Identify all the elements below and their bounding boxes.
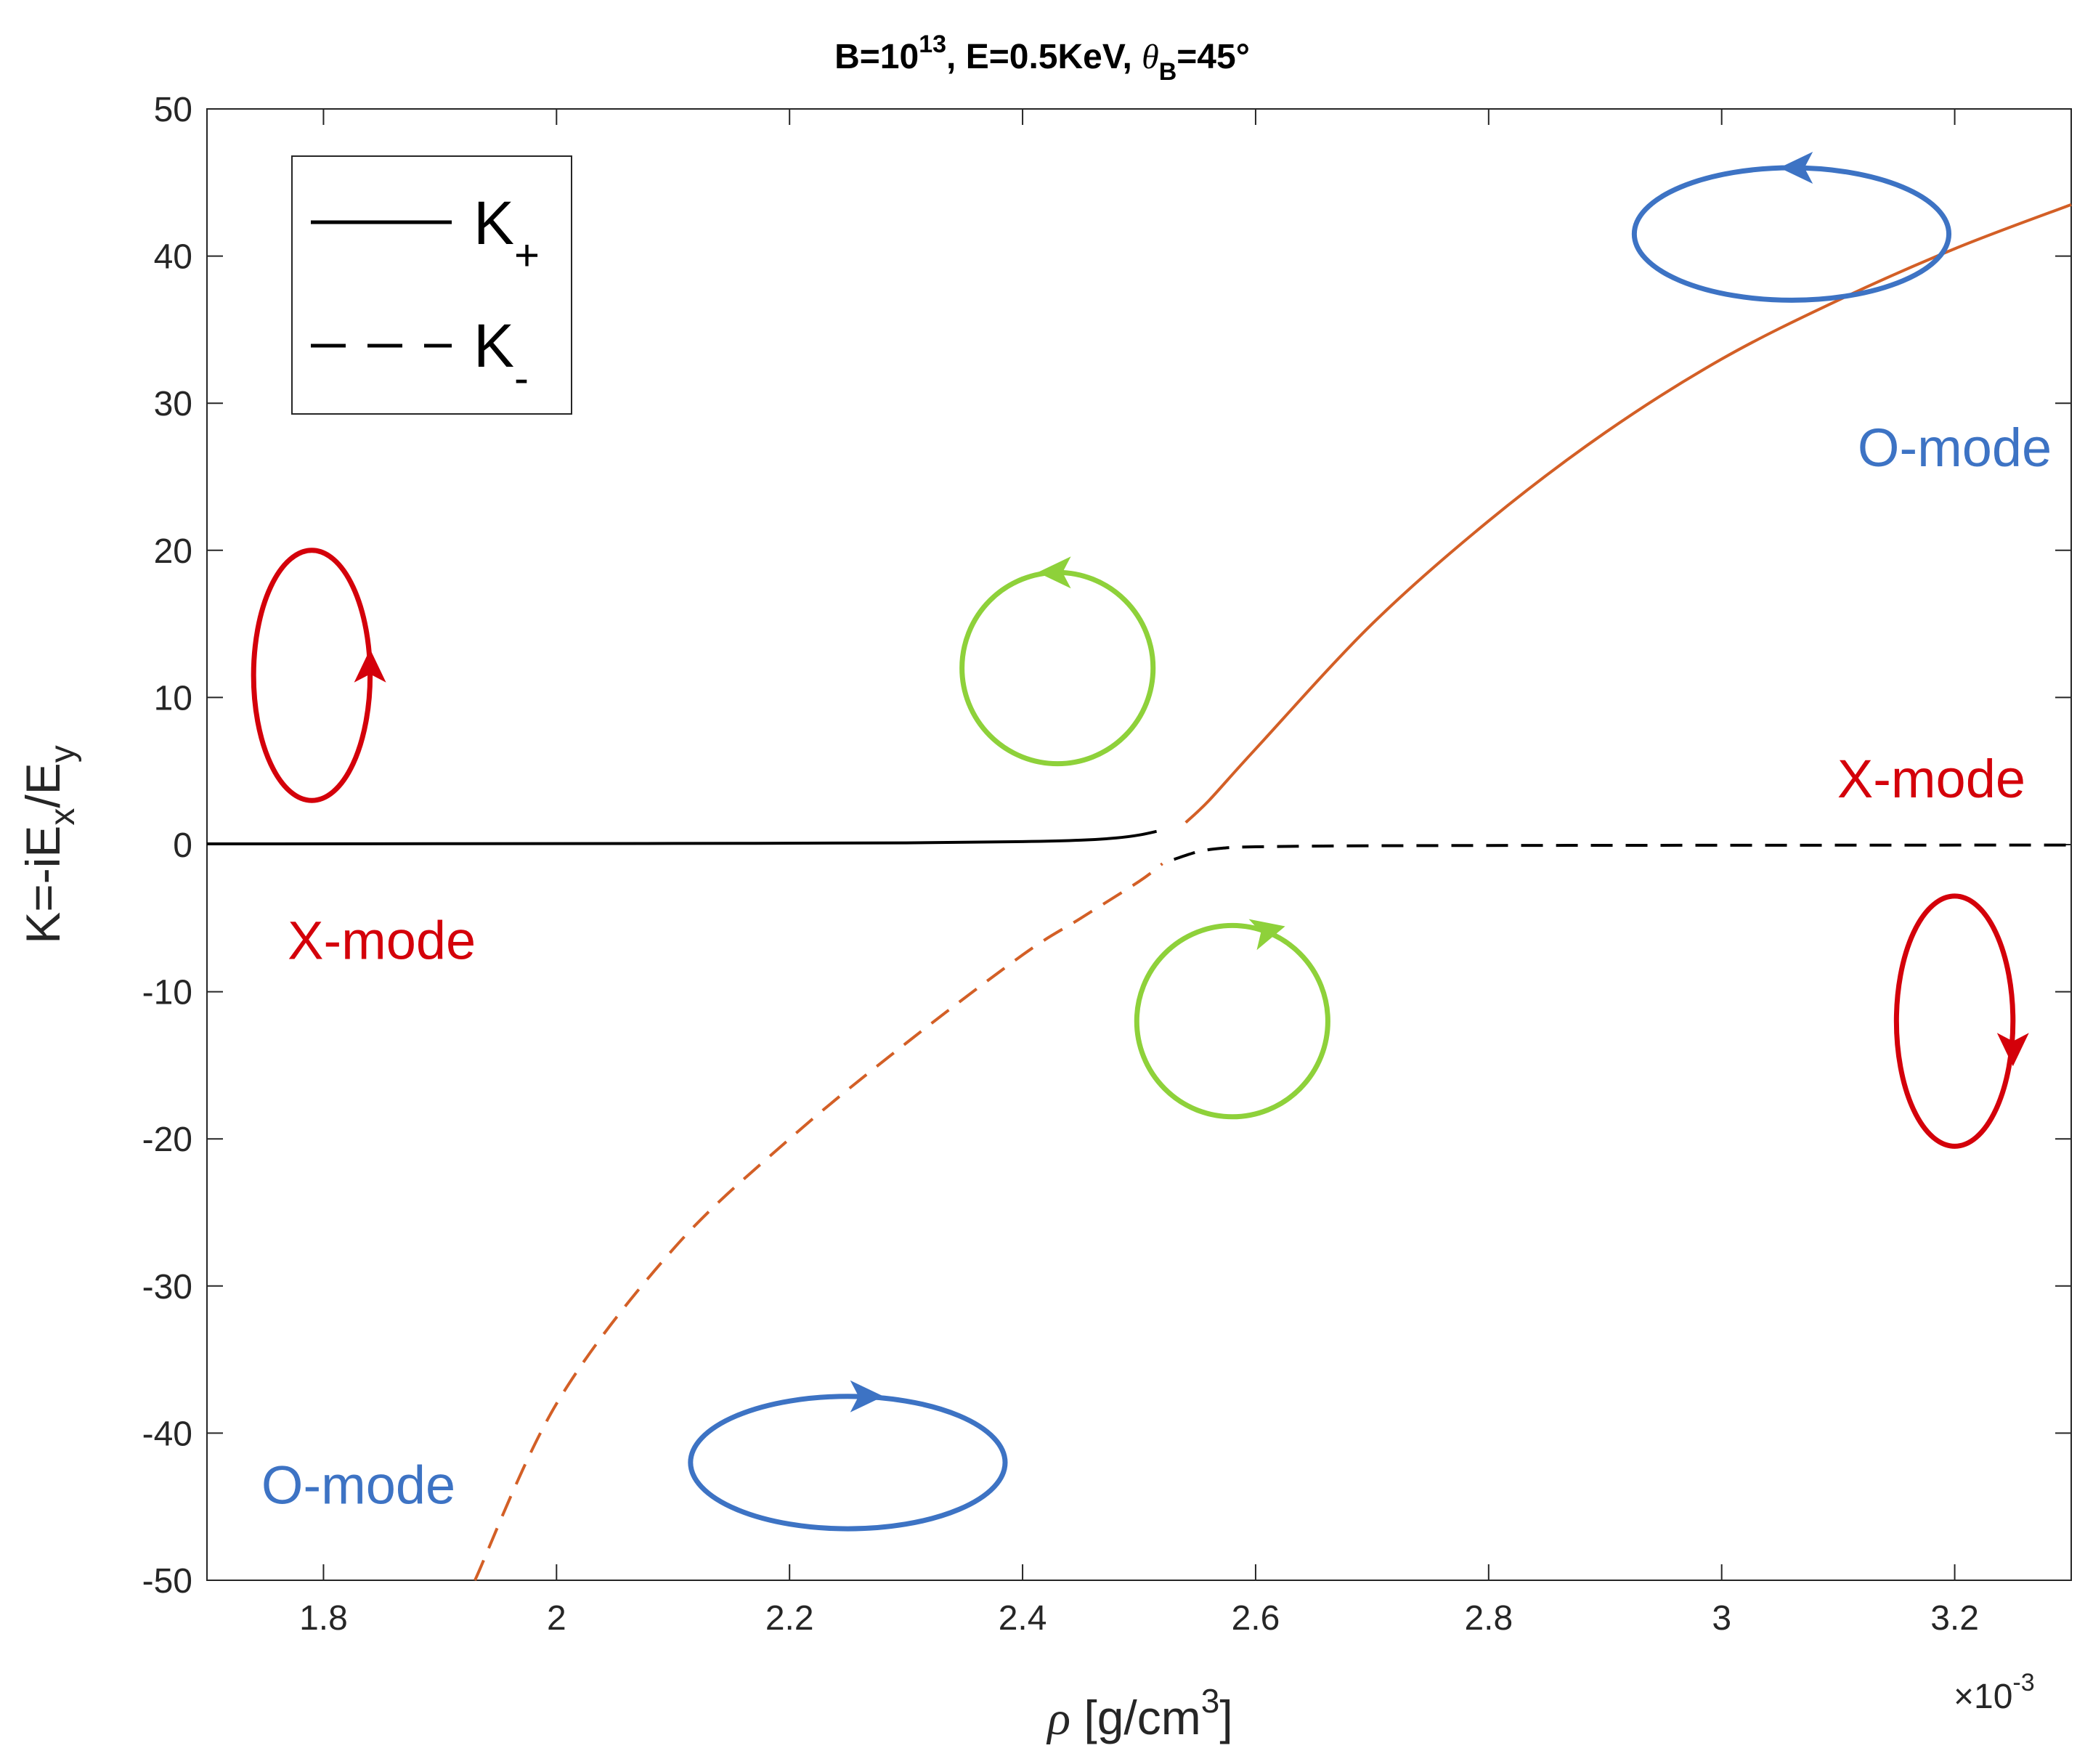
legend-k-minus-sub: - bbox=[514, 354, 529, 402]
y-tick-label: 30 bbox=[154, 385, 192, 423]
x-multiplier-base: ×10 bbox=[1954, 1678, 2012, 1716]
title-theta-subscript: B bbox=[1159, 58, 1177, 86]
x-axis-multiplier: ×10-3 bbox=[1954, 1669, 2035, 1716]
legend-box bbox=[291, 155, 572, 415]
mode-annotation: X-mode bbox=[1837, 749, 2025, 809]
legend-entry-k-plus: K+ bbox=[474, 189, 540, 280]
y-axis-ticks: -50 -40 -30 -20 -10 0 10 20 30 40 50 bbox=[142, 91, 2071, 1601]
y-tick-label: 10 bbox=[154, 679, 192, 718]
x-label-exponent: 3 bbox=[1201, 1682, 1220, 1720]
x-tick-label: 3 bbox=[1712, 1599, 1731, 1638]
x-tick-label: 2.6 bbox=[1232, 1599, 1280, 1638]
y-tick-label: -10 bbox=[142, 974, 192, 1012]
legend: K+ K- bbox=[291, 155, 572, 415]
y-label-main: K=-iE bbox=[16, 826, 70, 944]
y-tick-label: 40 bbox=[154, 238, 192, 277]
x-label-close: ] bbox=[1219, 1691, 1232, 1744]
y-label-mid: /E bbox=[16, 763, 70, 808]
y-tick-label: 0 bbox=[173, 826, 192, 865]
chart-title: B=1013, E=0.5KeV, θB=45° bbox=[834, 31, 1250, 86]
x-axis-label: ρ [g/cm3] bbox=[1046, 1682, 1232, 1745]
x-tick-label: 2.2 bbox=[765, 1599, 814, 1638]
y-label-sub-y: y bbox=[44, 745, 82, 763]
polarization-ellipses bbox=[251, 152, 2029, 1532]
legend-entry-k-minus: K- bbox=[474, 312, 529, 402]
title-suffix: =45° bbox=[1176, 38, 1250, 76]
x-tick-label: 2.8 bbox=[1464, 1599, 1513, 1638]
y-tick-label: -30 bbox=[142, 1268, 192, 1306]
y-tick-label: -40 bbox=[142, 1415, 192, 1453]
mode-annotation: O-mode bbox=[1858, 418, 2052, 478]
title-prefix: B=10 bbox=[834, 38, 919, 76]
polarization-ellipse bbox=[1134, 922, 1330, 1120]
polarization-ellipse bbox=[688, 1394, 1008, 1532]
legend-k-plus-sub: + bbox=[514, 231, 540, 280]
y-tick-label: 20 bbox=[154, 532, 192, 571]
x-axis-ticks: 1.8 2 2.2 2.4 2.6 2.8 3 3.2 bbox=[299, 109, 1979, 1638]
y-tick-label: 50 bbox=[154, 91, 192, 129]
mode-annotation: O-mode bbox=[261, 1455, 455, 1515]
series-line bbox=[474, 862, 1163, 1581]
x-tick-label: 2.4 bbox=[999, 1599, 1047, 1638]
polarization-arrowhead bbox=[1248, 919, 1285, 951]
mode-annotation: X-mode bbox=[288, 911, 476, 971]
mode-annotations: O-mode X-mode X-mode O-mode bbox=[261, 418, 2052, 1515]
series-line bbox=[206, 829, 1158, 845]
x-label-rho: ρ bbox=[1046, 1692, 1070, 1745]
y-label-sub-x: x bbox=[44, 808, 82, 826]
polarization-arrowhead bbox=[1037, 556, 1071, 589]
y-axis-label: K=-iEx/Ey bbox=[16, 745, 82, 944]
x-tick-label: 1.8 bbox=[299, 1599, 348, 1638]
title-exponent: 13 bbox=[919, 31, 946, 58]
x-tick-label: 2 bbox=[547, 1599, 566, 1638]
y-tick-label: -20 bbox=[142, 1121, 192, 1159]
x-label-text: [g/cm bbox=[1070, 1691, 1201, 1744]
series-line bbox=[1184, 203, 2072, 824]
polarization-arrowhead bbox=[1779, 152, 1813, 184]
y-tick-label: -50 bbox=[142, 1562, 192, 1601]
polarization-arrowhead bbox=[354, 649, 386, 683]
polarization-arrowhead bbox=[1996, 1033, 2029, 1067]
series-layer bbox=[206, 203, 2072, 1581]
x-multiplier-exponent: -3 bbox=[2012, 1669, 2034, 1696]
legend-k-minus-base: K bbox=[474, 312, 514, 380]
polarization-ellipse bbox=[1893, 893, 2016, 1149]
polarization-arrowhead bbox=[850, 1380, 884, 1413]
title-middle: , E=0.5KeV, bbox=[946, 38, 1142, 76]
legend-k-plus-base: K bbox=[474, 189, 514, 257]
x-tick-label: 3.2 bbox=[1930, 1599, 1979, 1638]
polarization-ellipse bbox=[251, 548, 373, 803]
title-theta: θ bbox=[1142, 38, 1159, 76]
series-line bbox=[1173, 843, 2072, 861]
